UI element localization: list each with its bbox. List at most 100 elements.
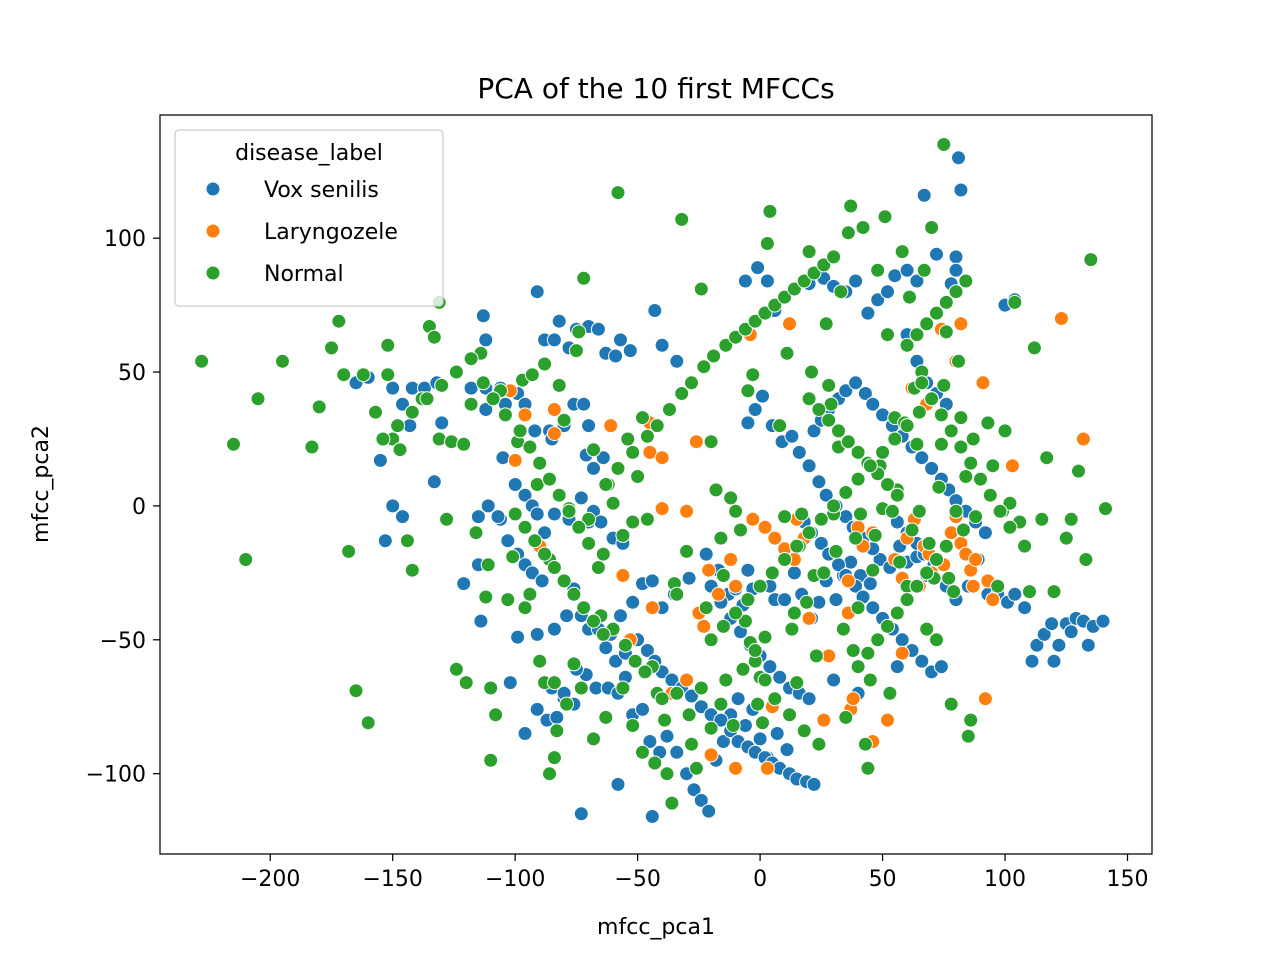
data-point bbox=[791, 444, 807, 460]
data-point bbox=[610, 776, 626, 792]
data-point bbox=[485, 391, 501, 407]
data-point bbox=[870, 262, 886, 278]
data-point bbox=[625, 718, 641, 733]
data-point bbox=[936, 377, 952, 393]
data-point bbox=[784, 621, 800, 637]
data-point bbox=[679, 543, 695, 559]
data-point bbox=[1063, 511, 1079, 527]
data-point bbox=[769, 726, 785, 741]
data-point bbox=[865, 396, 881, 412]
data-point bbox=[194, 353, 210, 369]
data-point bbox=[693, 281, 709, 297]
data-point bbox=[674, 386, 690, 401]
legend-entries: Vox senilis Laryngozele Normal bbox=[205, 178, 398, 287]
data-point bbox=[870, 632, 886, 648]
data-point bbox=[828, 592, 844, 608]
data-point bbox=[921, 535, 937, 551]
data-point bbox=[933, 436, 949, 452]
data-point bbox=[880, 477, 895, 492]
data-point bbox=[786, 281, 802, 297]
data-point bbox=[951, 353, 966, 369]
data-point bbox=[718, 337, 734, 353]
plot-frame bbox=[159, 114, 1153, 855]
data-point bbox=[737, 273, 753, 289]
data-point bbox=[794, 506, 810, 522]
y-tick-label: 100 bbox=[104, 227, 146, 252]
data-point bbox=[943, 525, 959, 541]
data-point bbox=[750, 696, 766, 712]
x-tick-label: 0 bbox=[753, 867, 767, 892]
data-point bbox=[426, 329, 442, 345]
data-point bbox=[715, 734, 731, 749]
data-point bbox=[522, 439, 538, 455]
data-point bbox=[977, 691, 993, 707]
data-point bbox=[916, 262, 932, 278]
data-point bbox=[872, 552, 888, 567]
data-point bbox=[605, 495, 621, 511]
data-point bbox=[894, 645, 910, 661]
data-point bbox=[909, 578, 925, 594]
data-point bbox=[475, 308, 491, 324]
data-point bbox=[368, 404, 383, 420]
data-point bbox=[737, 613, 753, 629]
data-point bbox=[529, 626, 545, 642]
data-point bbox=[1039, 450, 1055, 466]
data-point bbox=[522, 586, 538, 602]
data-point bbox=[377, 533, 393, 549]
data-point bbox=[681, 707, 697, 723]
data-point bbox=[946, 584, 962, 600]
x-tick-label: −200 bbox=[240, 867, 300, 892]
data-point bbox=[527, 423, 543, 439]
data-point bbox=[904, 522, 920, 538]
data-point bbox=[862, 458, 878, 474]
data-point bbox=[480, 557, 496, 573]
legend: disease_label Vox senilis Laryngozele Norm… bbox=[174, 129, 444, 307]
data-point bbox=[480, 498, 496, 514]
data-point bbox=[679, 672, 695, 688]
x-tick-label: −150 bbox=[362, 867, 422, 892]
data-point bbox=[613, 608, 628, 624]
data-point bbox=[635, 410, 650, 426]
data-point bbox=[838, 485, 854, 500]
data-point bbox=[505, 549, 521, 565]
data-point bbox=[857, 736, 873, 752]
data-point bbox=[826, 249, 842, 265]
data-point bbox=[887, 268, 903, 284]
data-point bbox=[581, 511, 597, 527]
data-point bbox=[764, 565, 780, 581]
data-point bbox=[801, 525, 817, 541]
data-point bbox=[341, 543, 357, 559]
data-point bbox=[1002, 519, 1018, 535]
data-point bbox=[860, 305, 876, 321]
data-point bbox=[586, 460, 601, 476]
data-point bbox=[845, 643, 861, 658]
data-point bbox=[801, 458, 817, 474]
data-point bbox=[627, 653, 643, 669]
data-point bbox=[657, 712, 673, 728]
data-point bbox=[951, 150, 966, 166]
data-point bbox=[845, 691, 861, 707]
data-point bbox=[740, 592, 756, 608]
data-point bbox=[909, 436, 925, 452]
data-point bbox=[1075, 431, 1091, 447]
data-point bbox=[608, 348, 624, 364]
legend-label: Vox senilis bbox=[264, 178, 379, 203]
data-point bbox=[573, 490, 589, 506]
data-point bbox=[782, 316, 797, 332]
data-point bbox=[735, 661, 751, 677]
data-point bbox=[426, 474, 442, 490]
data-point bbox=[684, 688, 699, 704]
data-point bbox=[997, 423, 1013, 439]
data-point bbox=[595, 546, 611, 562]
legend-label: Normal bbox=[264, 262, 344, 287]
data-point bbox=[840, 434, 856, 450]
data-point bbox=[659, 728, 675, 744]
data-point bbox=[703, 720, 719, 736]
data-point bbox=[507, 506, 523, 522]
data-point bbox=[965, 431, 981, 447]
data-point bbox=[566, 586, 582, 602]
data-point bbox=[860, 645, 876, 661]
data-point bbox=[390, 418, 406, 434]
data-point bbox=[1022, 584, 1037, 600]
data-point bbox=[899, 262, 915, 278]
